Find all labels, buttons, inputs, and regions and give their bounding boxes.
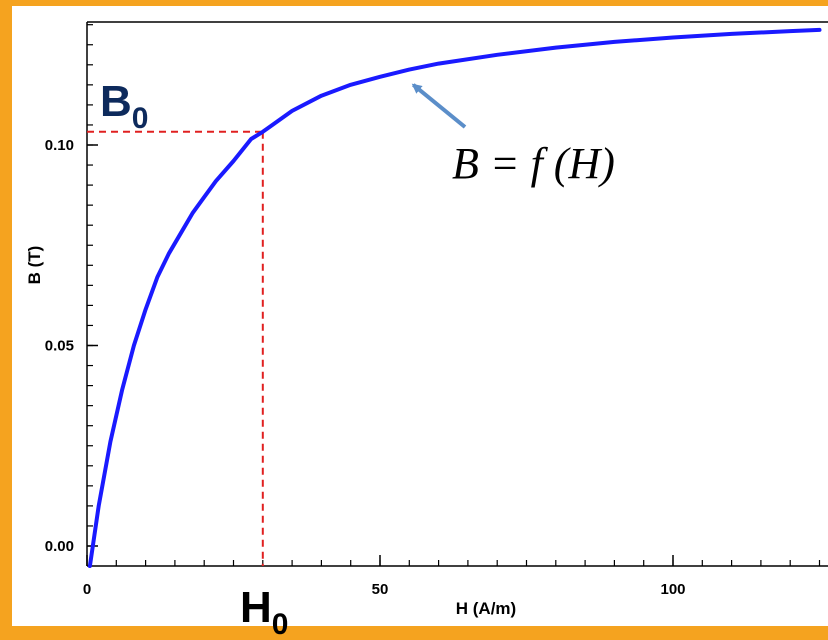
y-tick-label: 0.05 bbox=[45, 338, 74, 355]
x-ticks: 0 50 100 bbox=[83, 555, 686, 598]
y-tick-label: 0.10 bbox=[45, 137, 74, 154]
y-ticks: 0.00 0.05 0.10 bbox=[45, 137, 98, 555]
y-tick-label: 0.00 bbox=[45, 538, 74, 555]
x-minor-ticks bbox=[115, 560, 821, 566]
x-tick-label: 50 bbox=[372, 581, 389, 598]
annotation-arrow bbox=[411, 83, 467, 129]
chart-frame bbox=[12, 6, 828, 626]
equation-annotation: B = f (H) bbox=[452, 139, 615, 188]
x-tick-label: 100 bbox=[660, 581, 685, 598]
x-tick-label: 0 bbox=[83, 581, 91, 598]
y-minor-ticks bbox=[87, 24, 93, 547]
h0-marker-label: H0 bbox=[240, 583, 288, 640]
series-line-bh-curve bbox=[87, 27, 822, 568]
x-axis-label: H (A/m) bbox=[456, 599, 516, 618]
b0-marker-label: B0 bbox=[100, 77, 148, 135]
y-axis-label: B (T) bbox=[25, 246, 44, 285]
